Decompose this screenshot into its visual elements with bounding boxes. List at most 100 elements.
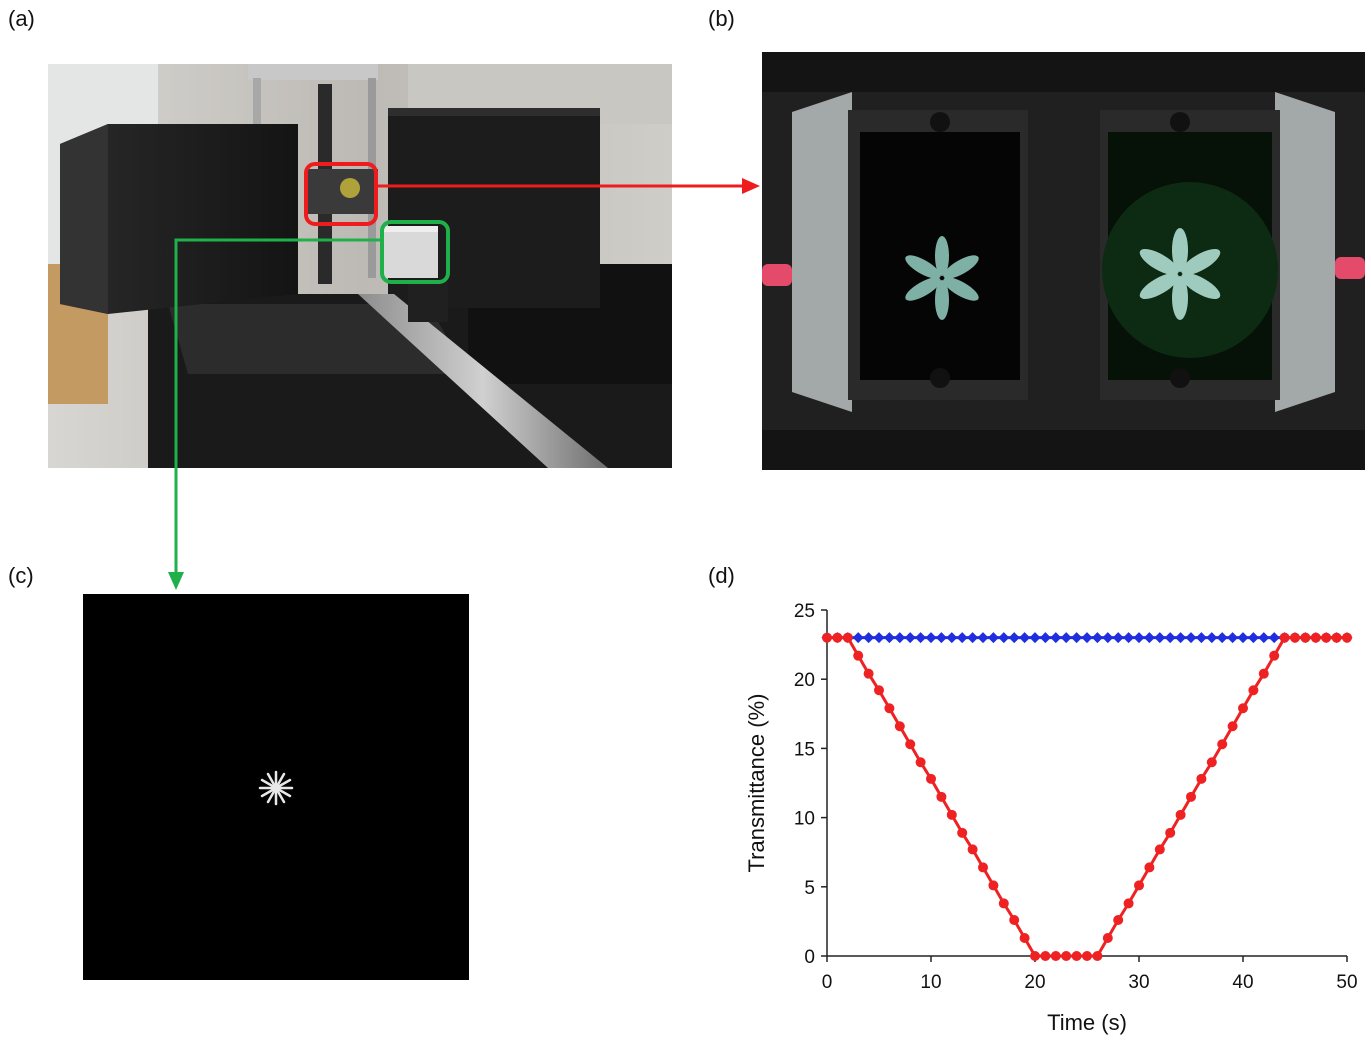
data-point xyxy=(873,632,885,644)
data-point xyxy=(1175,632,1187,644)
y-tick-label: 20 xyxy=(794,670,815,691)
series-1 xyxy=(821,632,1353,644)
data-point xyxy=(946,809,957,820)
data-point xyxy=(957,827,968,838)
data-point xyxy=(904,632,916,644)
y-tick-label: 0 xyxy=(804,947,815,968)
data-point xyxy=(1290,632,1300,643)
data-point xyxy=(1134,880,1144,891)
data-point xyxy=(905,739,916,750)
green-highlight-box xyxy=(380,220,450,284)
data-point xyxy=(967,844,978,855)
data-point xyxy=(1279,632,1290,643)
data-point xyxy=(853,650,864,661)
x-tick-label: 0 xyxy=(822,972,833,993)
data-point xyxy=(967,632,979,644)
x-tick-label: 20 xyxy=(1024,972,1045,993)
data-point xyxy=(1247,632,1259,644)
data-point xyxy=(1009,915,1020,926)
data-point xyxy=(1268,632,1280,644)
panel-label-b: (b) xyxy=(708,6,735,31)
data-point xyxy=(1310,632,1321,643)
data-point xyxy=(1071,951,1082,961)
data-point xyxy=(915,757,926,768)
data-point xyxy=(1154,632,1166,644)
data-point xyxy=(1196,773,1207,784)
data-point xyxy=(998,632,1010,644)
data-point xyxy=(1258,632,1270,644)
data-point xyxy=(1029,632,1041,644)
data-point xyxy=(1123,632,1135,644)
panel-label-a: (a) xyxy=(8,6,35,31)
data-point xyxy=(915,632,927,644)
data-point xyxy=(1237,632,1249,644)
data-point xyxy=(926,773,936,784)
data-point xyxy=(1092,951,1103,961)
data-point xyxy=(1227,632,1239,644)
panel-label-d: (d) xyxy=(708,563,735,588)
x-tick-label: 40 xyxy=(1232,972,1253,993)
apparatus-photo xyxy=(48,64,672,468)
right-asterisk-stimulus xyxy=(1139,228,1221,320)
data-point xyxy=(884,703,895,714)
data-point xyxy=(832,632,843,643)
x-tick-label: 10 xyxy=(920,972,941,993)
data-point xyxy=(998,898,1009,909)
data-point xyxy=(956,632,968,644)
data-point xyxy=(1040,951,1051,961)
panel-label-c: (c) xyxy=(8,563,34,588)
data-point xyxy=(1030,951,1040,961)
data-point xyxy=(883,632,895,644)
data-point xyxy=(946,632,958,644)
data-point xyxy=(1206,632,1218,644)
data-point xyxy=(1112,632,1124,644)
shutter-closeup-photo xyxy=(762,52,1365,470)
data-point xyxy=(1102,933,1113,944)
data-point xyxy=(935,632,947,644)
stimulus-display xyxy=(83,594,469,980)
data-point xyxy=(1227,721,1238,732)
data-point xyxy=(1185,632,1197,644)
red-arrow-head xyxy=(742,178,760,194)
data-point xyxy=(1113,915,1124,926)
data-point xyxy=(1195,632,1207,644)
data-point xyxy=(1248,685,1259,696)
data-point xyxy=(1342,632,1352,643)
x-tick-label: 50 xyxy=(1336,972,1357,993)
data-point xyxy=(1039,632,1051,644)
red-highlight-box xyxy=(304,162,378,226)
data-point xyxy=(894,721,905,732)
data-point xyxy=(1175,809,1186,820)
data-point xyxy=(1102,632,1114,644)
data-point xyxy=(988,880,999,891)
data-point xyxy=(1133,632,1145,644)
data-point xyxy=(1050,632,1062,644)
data-point xyxy=(822,632,832,643)
green-arrow-head xyxy=(168,572,184,590)
chart-series xyxy=(821,632,1353,961)
data-point xyxy=(1050,951,1061,961)
y-tick-label: 15 xyxy=(794,739,815,760)
series-2 xyxy=(822,632,1352,961)
data-point xyxy=(842,632,853,643)
data-point xyxy=(863,668,874,679)
data-point xyxy=(1143,632,1155,644)
data-point xyxy=(936,791,947,802)
chart-axes: 0 5 10 15 20 25 0 10 20 30 40 50 xyxy=(794,601,1358,993)
data-point xyxy=(978,862,988,873)
data-point xyxy=(1019,933,1030,944)
green-arrow xyxy=(174,238,384,574)
data-point xyxy=(1331,632,1342,643)
fixation-asterisk xyxy=(258,770,294,806)
data-point xyxy=(1091,632,1103,644)
y-axis-title: Transmittance (%) xyxy=(744,694,769,873)
data-point xyxy=(1060,632,1072,644)
data-point xyxy=(987,632,999,644)
data-point xyxy=(1269,650,1280,661)
data-point xyxy=(977,632,989,644)
data-point xyxy=(925,632,937,644)
data-point xyxy=(1238,703,1248,714)
data-point xyxy=(1019,632,1031,644)
y-tick-label: 10 xyxy=(794,809,815,830)
